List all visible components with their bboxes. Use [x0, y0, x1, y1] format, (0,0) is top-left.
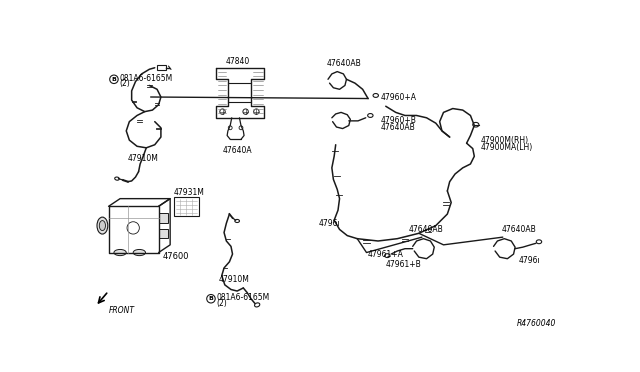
Text: (2): (2) — [119, 79, 130, 89]
Text: 081A6-6165M: 081A6-6165M — [119, 74, 173, 83]
Text: B: B — [111, 77, 116, 82]
FancyBboxPatch shape — [159, 229, 168, 238]
Text: 47600: 47600 — [163, 252, 189, 261]
FancyBboxPatch shape — [157, 65, 166, 70]
Text: 4796ı: 4796ı — [319, 219, 340, 228]
Text: 47640AB: 47640AB — [409, 225, 444, 234]
Text: 47640A: 47640A — [223, 147, 253, 155]
Text: 47960+B: 47960+B — [380, 116, 416, 125]
Text: 47961+B: 47961+B — [386, 260, 422, 269]
Text: 47900M(RH): 47900M(RH) — [481, 137, 529, 145]
Text: 47910M: 47910M — [128, 154, 159, 163]
FancyBboxPatch shape — [159, 213, 168, 222]
Ellipse shape — [99, 221, 106, 231]
Text: 47961+A: 47961+A — [368, 250, 404, 259]
FancyBboxPatch shape — [174, 197, 198, 217]
Ellipse shape — [133, 250, 145, 256]
Text: 47640AB: 47640AB — [326, 60, 361, 68]
Ellipse shape — [114, 250, 126, 256]
Text: 47840: 47840 — [226, 57, 250, 66]
Text: 081A6-6165M: 081A6-6165M — [216, 294, 269, 302]
Text: (2): (2) — [216, 299, 227, 308]
Text: R4760040: R4760040 — [516, 319, 556, 328]
Text: 47900MA(LH): 47900MA(LH) — [481, 143, 532, 152]
Ellipse shape — [97, 217, 108, 234]
Text: 4796ı: 4796ı — [518, 256, 540, 265]
Text: 47910M: 47910M — [219, 275, 250, 284]
Text: 47931M: 47931M — [174, 188, 205, 197]
Text: 47960+A: 47960+A — [380, 93, 417, 102]
Text: 47640AB: 47640AB — [380, 122, 415, 132]
Text: B: B — [209, 296, 213, 301]
Text: FRONT: FRONT — [109, 306, 134, 315]
Text: 47640AB: 47640AB — [501, 225, 536, 234]
